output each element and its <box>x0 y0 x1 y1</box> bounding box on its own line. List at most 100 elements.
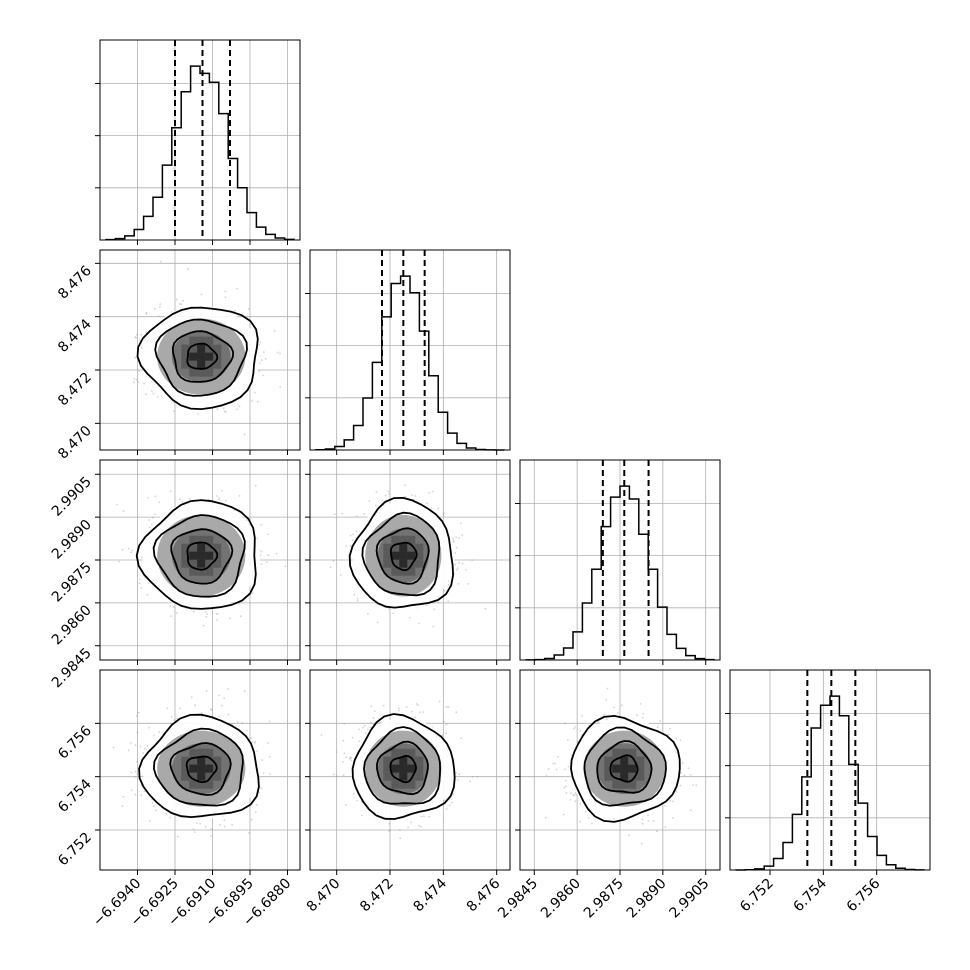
scatter-point <box>218 694 220 697</box>
scatter-point <box>358 728 360 731</box>
density-cell <box>197 764 206 773</box>
scatter-point <box>131 549 134 552</box>
scatter-point <box>224 290 227 293</box>
scatter-point <box>341 512 344 515</box>
scatter-point <box>261 359 263 362</box>
scatter-point <box>356 799 359 802</box>
scatter-point <box>159 303 162 305</box>
density-cell <box>181 352 190 361</box>
density-cell <box>205 567 214 576</box>
scatter-point <box>471 559 473 561</box>
scatter-point <box>268 755 271 758</box>
scatter-point <box>345 545 347 547</box>
scatter-point <box>332 560 335 562</box>
scatter-point <box>223 819 226 822</box>
scatter-point <box>172 606 175 608</box>
scatter-point <box>355 515 358 518</box>
panel-frame <box>99 459 301 661</box>
scatter-point <box>375 491 378 493</box>
scatter-point <box>135 760 138 763</box>
scatter-point <box>364 732 367 734</box>
scatter-point <box>425 604 428 607</box>
density-cell <box>205 535 214 544</box>
scatter-point <box>146 745 149 747</box>
contour-level-1 <box>170 528 234 585</box>
scatter-point <box>190 696 193 699</box>
scatter-point <box>361 814 363 817</box>
scatter-point <box>443 512 445 514</box>
x-tick-label-1-2: 8.474 <box>410 875 450 915</box>
scatter-point <box>132 381 135 384</box>
scatter-point <box>433 608 436 611</box>
scatter-point <box>223 697 226 700</box>
scatter-point <box>152 734 155 737</box>
scatter-point <box>453 541 455 543</box>
y-tick-label-2-3: 2.9890 <box>49 517 95 563</box>
density-cell <box>197 360 206 369</box>
contour-level-1 <box>171 330 235 383</box>
scatter-point <box>445 723 448 726</box>
scatter-point <box>177 835 179 838</box>
density-cell <box>399 543 408 552</box>
scatter-point <box>175 298 178 301</box>
scatter-point <box>442 514 445 516</box>
density-cell <box>213 543 222 552</box>
density-cell <box>189 344 198 353</box>
scatter-point <box>284 565 287 568</box>
scatter-point <box>137 381 140 384</box>
scatter-point <box>173 719 176 721</box>
scatter-point <box>200 712 203 714</box>
density-cell <box>197 543 206 552</box>
scatter-point <box>143 747 146 750</box>
density-cell <box>391 748 400 757</box>
scatter-point <box>437 601 440 604</box>
scatter-point <box>455 546 458 549</box>
scatter-point <box>227 713 230 716</box>
scatter-point <box>165 813 168 815</box>
scatter-point <box>460 737 463 739</box>
density-cell <box>399 772 408 781</box>
scatter-point <box>575 793 577 796</box>
scatter-point <box>570 792 572 795</box>
density-cell <box>383 559 392 568</box>
scatter-point <box>597 721 600 724</box>
density-cell <box>197 748 206 757</box>
density-cell <box>205 748 214 757</box>
scatter-point <box>147 582 150 584</box>
y-tick-label-2-1: 2.9860 <box>49 602 95 648</box>
scatter-point <box>467 583 470 585</box>
scatter-point <box>130 551 133 554</box>
y-tick-label-2-2: 2.9875 <box>49 560 95 606</box>
scatter-point <box>422 711 425 713</box>
scatter-point <box>253 742 256 744</box>
scatter-point <box>329 566 332 568</box>
scatter-point <box>200 293 203 296</box>
density-cell <box>205 559 214 568</box>
scatter-point <box>197 413 200 415</box>
scatter-point <box>118 560 121 563</box>
scatter-point <box>411 494 413 496</box>
scatter-point <box>215 495 218 497</box>
density-cell <box>189 551 198 560</box>
scatter-point <box>261 759 263 761</box>
contour-level-2 <box>154 318 248 397</box>
scatter-point <box>404 484 407 487</box>
density-cell <box>189 567 198 576</box>
scatter-point <box>136 773 139 775</box>
scatter-point <box>262 772 265 774</box>
scatter-point <box>414 495 417 497</box>
scatter-point <box>136 333 138 336</box>
scatter-point <box>205 615 208 618</box>
scatter-point <box>251 592 254 594</box>
scatter-point <box>196 822 198 824</box>
scatter-point <box>382 704 385 707</box>
scatter-point <box>351 736 354 739</box>
scatter-point <box>215 613 218 615</box>
scatter-point <box>342 739 345 742</box>
histogram-panel-2 <box>515 459 721 665</box>
density-cell <box>197 336 206 345</box>
density-cell <box>399 551 408 560</box>
scatter-point <box>148 519 151 521</box>
scatter-point <box>207 498 210 501</box>
density-cell <box>189 764 198 773</box>
